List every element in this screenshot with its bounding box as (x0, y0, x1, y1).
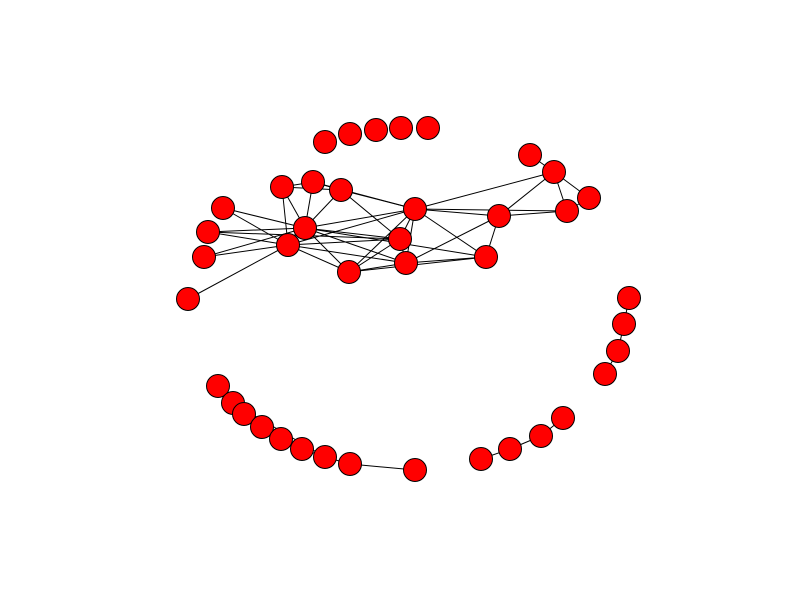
graph-node (612, 312, 636, 336)
graph-node (542, 160, 566, 184)
graph-node (364, 118, 388, 142)
graph-edge (312, 181, 416, 210)
graph-node (337, 260, 361, 284)
graph-node (529, 424, 553, 448)
graph-node (192, 245, 216, 269)
graph-edge (405, 256, 487, 264)
graph-node (176, 287, 200, 311)
graph-edge (414, 208, 500, 217)
graph-node (617, 286, 641, 310)
graph-edge (414, 208, 487, 258)
graph-node (206, 374, 230, 398)
graph-node (232, 402, 256, 426)
graph-node (518, 143, 542, 167)
graph-node (469, 447, 493, 471)
graph-edge (304, 227, 401, 240)
graph-node (394, 251, 418, 275)
graph-node (276, 233, 300, 257)
graph-edge (207, 227, 306, 233)
graph-node (211, 196, 235, 220)
graph-node (290, 437, 314, 461)
graph-node (606, 339, 630, 363)
graph-node (389, 116, 413, 140)
graph-edge (304, 227, 407, 264)
graph-edge (222, 207, 289, 246)
graph-edge (287, 244, 407, 264)
graph-node (301, 170, 325, 194)
graph-node (269, 427, 293, 451)
graph-edge (414, 171, 555, 210)
node-layer (176, 116, 641, 482)
graph-node (403, 458, 427, 482)
graph-node (329, 178, 353, 202)
graph-node (555, 199, 579, 223)
graph-edge (203, 244, 289, 258)
graph-node (474, 245, 498, 269)
graph-edge (304, 208, 416, 229)
graph-node (338, 122, 362, 146)
graph-edge (340, 189, 401, 240)
graph-node (577, 186, 601, 210)
graph-node (293, 216, 317, 240)
graph-node (250, 415, 274, 439)
graph-edge (405, 215, 500, 264)
graph-node (196, 220, 220, 244)
graph-node (487, 204, 511, 228)
graph-node (388, 227, 412, 251)
graph-node (593, 362, 617, 386)
graph-node (338, 452, 362, 476)
graph-node (313, 130, 337, 154)
graph-edge (222, 207, 306, 229)
graph-edge (203, 227, 306, 258)
graph-edge (187, 244, 289, 300)
graph-node (498, 437, 522, 461)
graph-node (313, 445, 337, 469)
graph-node (551, 406, 575, 430)
graph-edge (207, 231, 289, 246)
graph-node (270, 175, 294, 199)
graph-node (416, 116, 440, 140)
graph-node (403, 197, 427, 221)
